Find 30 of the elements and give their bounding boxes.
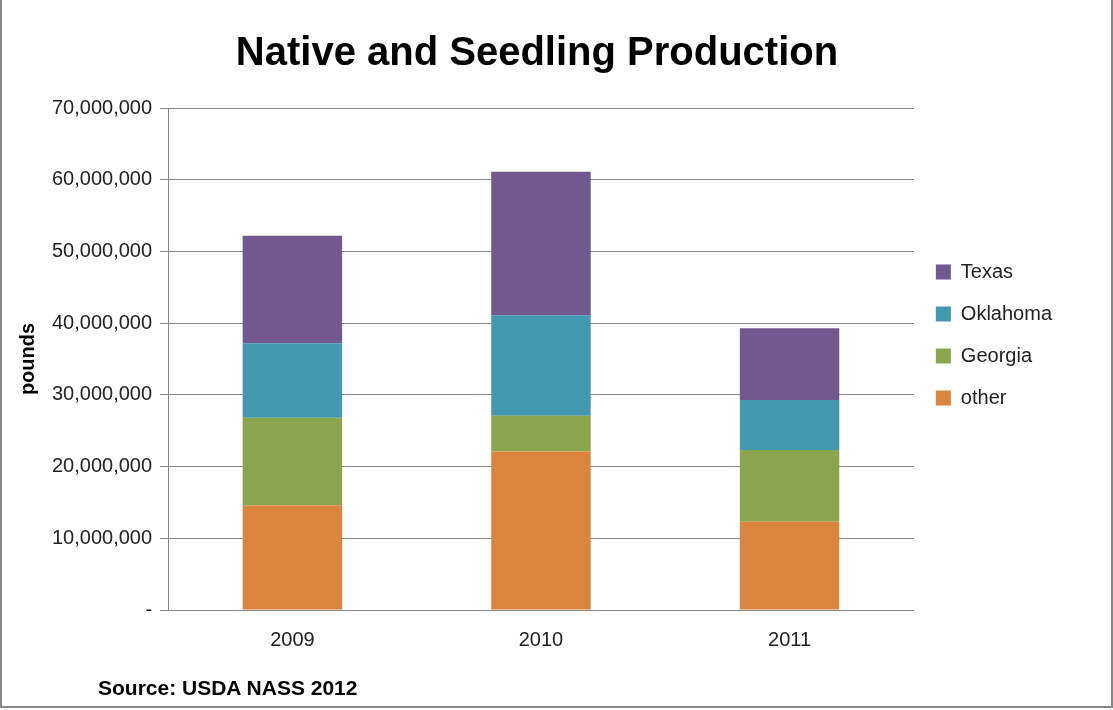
y-tick-label: 60,000,000 [51,167,153,190]
bar [739,450,840,522]
bar [242,235,343,344]
y-tick-label: 20,000,000 [51,454,153,477]
bar [242,417,343,506]
bar [242,505,343,610]
y-axis-title: pounds [15,322,38,396]
y-tick-label: 10,000,000 [51,525,153,548]
x-tick-label: 2010 [518,627,564,650]
legend-label: Oklahoma [960,301,1053,324]
bar [242,343,343,418]
bar [491,451,591,610]
x-tick-label: 2009 [270,627,315,650]
legend-label: Georgia [960,343,1033,366]
bar [739,399,840,451]
legend-label: Texas [960,259,1014,282]
x-tick-label: 2011 [768,627,812,650]
y-tick-label: 50,000,000 [51,238,153,261]
bar [491,171,591,316]
bar [739,521,840,610]
source-note: Source: USDA NASS 2012 [98,676,358,700]
chart-title: Native and Seedling Production [235,29,839,74]
y-tick-label: 70,000,000 [51,95,153,118]
y-tick-label: 30,000,000 [51,382,153,405]
legend-label: other [960,385,1007,408]
bar [491,315,591,416]
bar [739,328,840,400]
bar [491,415,591,452]
y-tick-label: 40,000,000 [51,310,153,333]
y-tick-label: - [145,597,153,620]
